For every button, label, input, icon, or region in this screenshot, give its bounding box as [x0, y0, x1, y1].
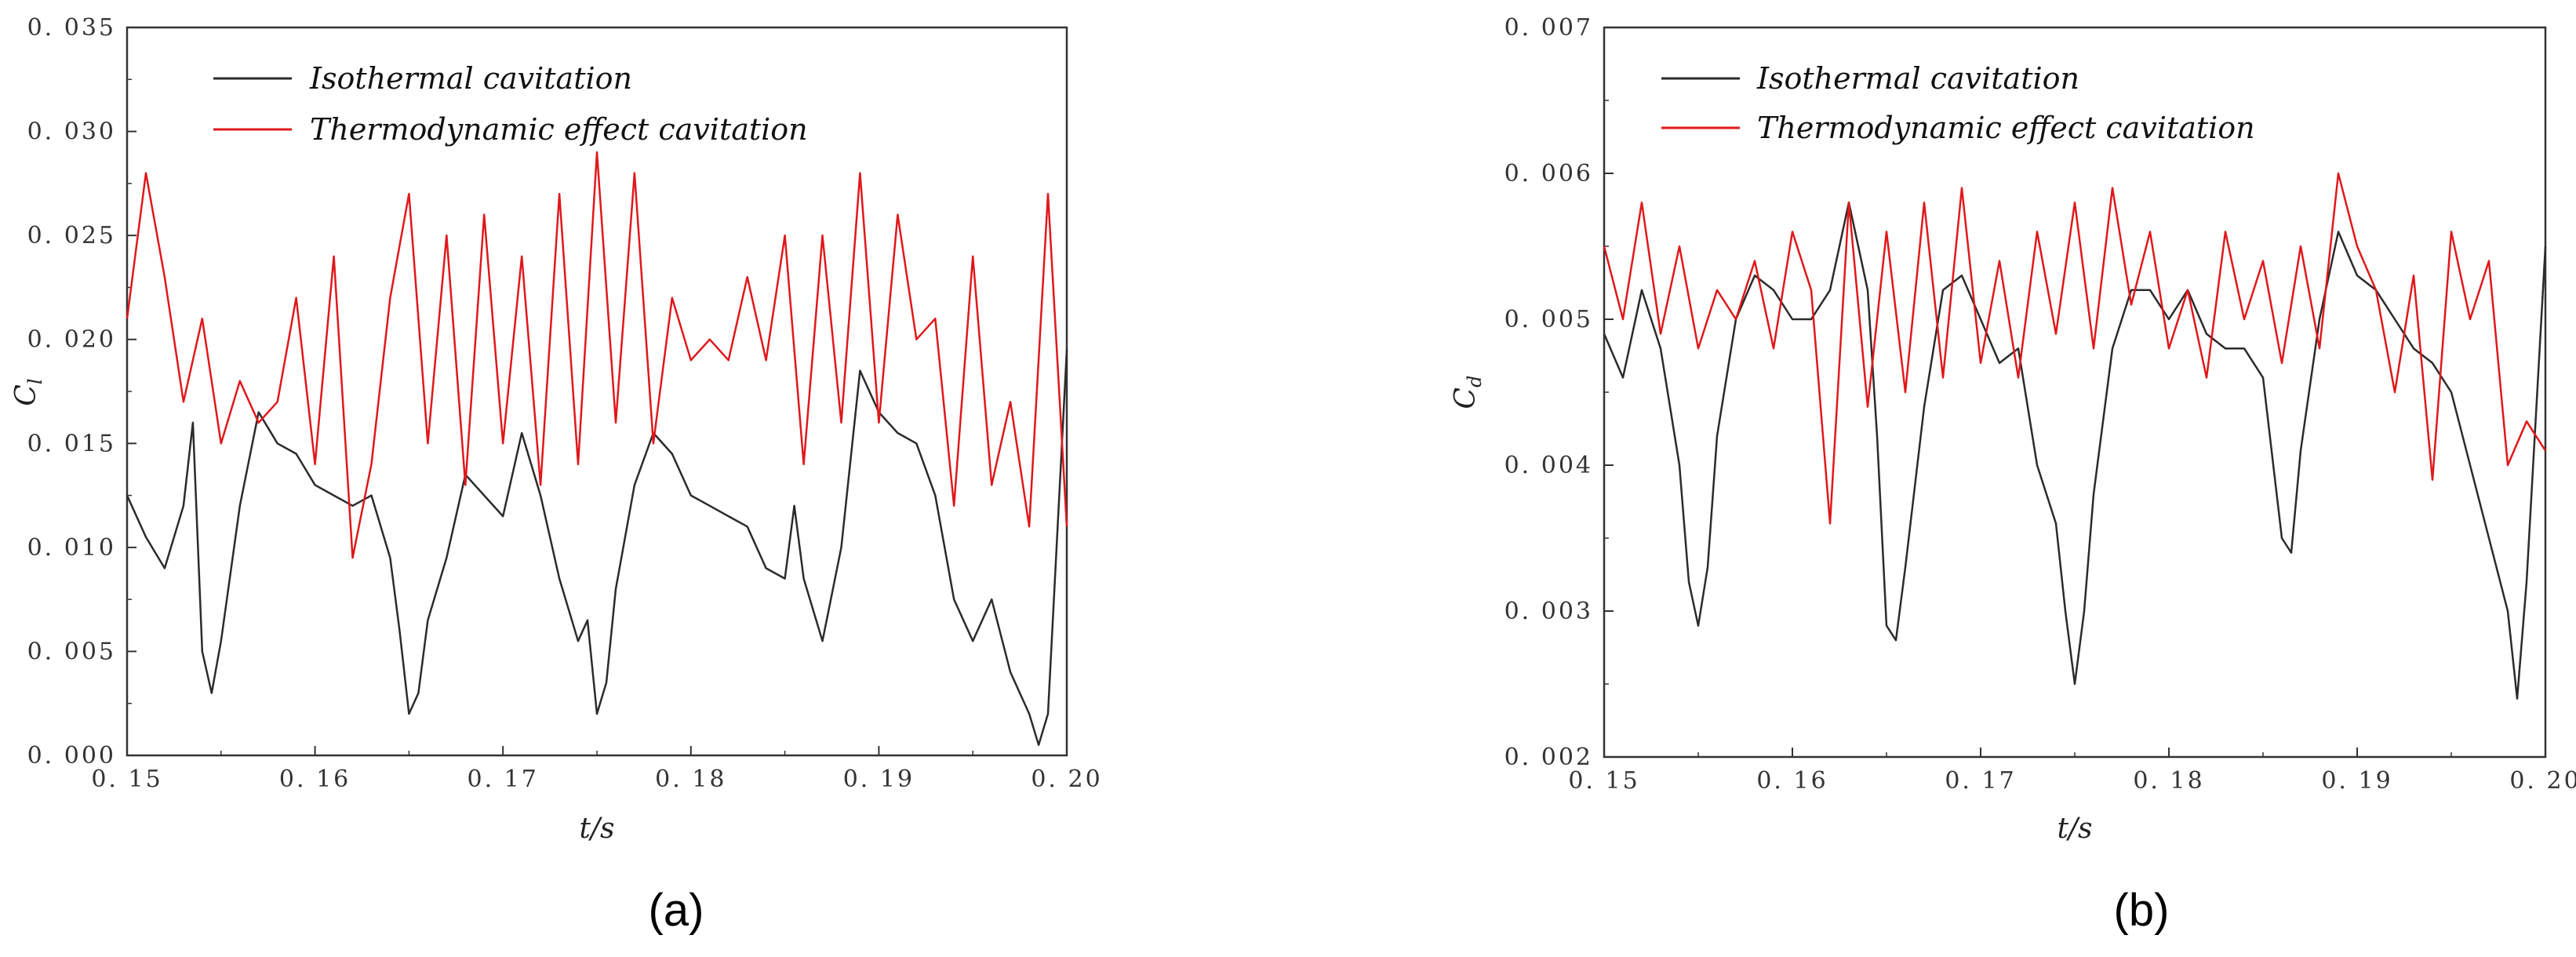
y-tick-label-b-0: 0. 002	[1504, 744, 1593, 771]
y-tick-label-b-1: 0. 003	[1504, 598, 1593, 625]
series-line-a-0	[126, 349, 1068, 746]
x-tick-label-a-5: 0. 20	[1031, 766, 1102, 793]
panel-label-b: (b)	[2114, 885, 2170, 936]
ticks-a: 0. 15 0. 16 0. 17 0. 18 0. 19 0. 20 0. 000 0. 0…	[27, 14, 1102, 793]
x-tick-label-b-1: 0. 16	[1756, 767, 1828, 795]
y-tick-label-a-2: 0. 010	[27, 534, 116, 562]
y-tick-label-a-3: 0. 015	[27, 430, 116, 457]
lines-b	[1603, 172, 2547, 700]
x-tick-label-a-2: 0. 17	[468, 766, 539, 793]
y-axis-title-a: Cl	[10, 378, 46, 406]
series-line-b-0	[1603, 201, 2547, 700]
x-tick-label-a-0: 0. 15	[91, 766, 162, 793]
x-tick-label-a-1: 0. 16	[279, 766, 351, 793]
y-axis-title-main-b: C	[1450, 388, 1482, 409]
y-tick-label-b-2: 0. 004	[1504, 452, 1593, 479]
series-line-b-1	[1603, 172, 2547, 525]
y-tick-label-a-6: 0. 030	[27, 118, 116, 146]
panel-b: 0. 15 0. 16 0. 17 0. 18 0. 19 0. 20 0. 002 0. 0…	[1450, 14, 2576, 936]
y-tick-label-a-1: 0. 005	[27, 638, 116, 665]
lines-a	[126, 151, 1068, 746]
x-axis-title-a: t/s	[579, 813, 614, 845]
legend-label-isothermal-a: Isothermal cavitation	[309, 61, 632, 96]
y-axis-title-b: Cd	[1450, 376, 1486, 409]
y-axis-title-main-a: C	[10, 384, 42, 406]
y-tick-label-b-4: 0. 006	[1504, 160, 1593, 187]
y-tick-label-a-4: 0. 020	[27, 326, 116, 354]
x-tick-label-b-0: 0. 15	[1568, 767, 1639, 795]
legend-label-isothermal-b: Isothermal cavitation	[1756, 61, 2079, 96]
x-tick-label-b-3: 0. 18	[2133, 767, 2204, 795]
x-tick-label-b-2: 0. 17	[1945, 767, 2016, 795]
y-axis-title-sub-b: d	[1464, 376, 1486, 388]
y-tick-label-b-3: 0. 005	[1504, 306, 1593, 333]
panel-a: 0. 15 0. 16 0. 17 0. 18 0. 19 0. 20 0. 000 0. 0…	[10, 14, 1102, 936]
y-tick-label-a-5: 0. 025	[27, 222, 116, 249]
y-tick-label-a-0: 0. 000	[27, 742, 116, 770]
series-line-a-1	[126, 151, 1068, 559]
panel-label-a: (a)	[649, 885, 704, 936]
x-tick-label-b-5: 0. 20	[2509, 767, 2576, 795]
legend-label-thermodynamic-b: Thermodynamic effect cavitation	[1757, 111, 2255, 145]
y-tick-label-b-5: 0. 007	[1504, 14, 1593, 42]
x-tick-label-b-4: 0. 19	[2321, 767, 2392, 795]
x-tick-label-a-4: 0. 19	[843, 766, 915, 793]
ticks-b: 0. 15 0. 16 0. 17 0. 18 0. 19 0. 20 0. 002 0. 0…	[1504, 14, 2576, 795]
y-axis-title-sub-a: l	[24, 378, 46, 384]
x-axis-title-b: t/s	[2057, 813, 2092, 845]
x-tick-label-a-3: 0. 18	[655, 766, 726, 793]
y-tick-label-a-7: 0. 035	[27, 14, 116, 42]
legend-label-thermodynamic-a: Thermodynamic effect cavitation	[310, 112, 808, 147]
